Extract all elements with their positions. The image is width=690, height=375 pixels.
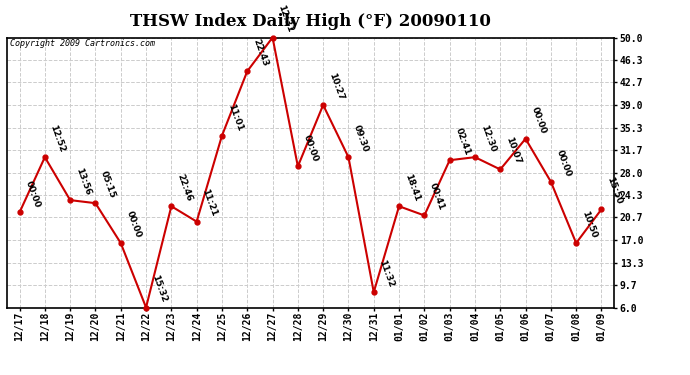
Text: 11:21: 11:21 <box>201 188 219 218</box>
Text: 10:27: 10:27 <box>327 71 345 101</box>
Text: 00:00: 00:00 <box>529 105 547 135</box>
Text: 00:00: 00:00 <box>555 148 573 178</box>
Text: Copyright 2009 Cartronics.com: Copyright 2009 Cartronics.com <box>10 39 155 48</box>
Text: 00:00: 00:00 <box>125 210 143 239</box>
Text: 22:46: 22:46 <box>175 172 193 202</box>
Text: 11:32: 11:32 <box>377 258 396 288</box>
Text: 00:00: 00:00 <box>302 133 319 163</box>
Text: 00:00: 00:00 <box>23 179 41 209</box>
Text: 15:32: 15:32 <box>150 274 168 304</box>
Text: 11:01: 11:01 <box>226 102 244 132</box>
Text: 15:50: 15:50 <box>605 176 624 206</box>
Text: 18:41: 18:41 <box>403 172 421 202</box>
Text: 12:31: 12:31 <box>276 4 295 34</box>
Text: 05:15: 05:15 <box>99 170 117 200</box>
Text: 10:50: 10:50 <box>580 210 598 239</box>
Text: 12:30: 12:30 <box>479 124 497 153</box>
Text: 02:41: 02:41 <box>453 127 472 156</box>
Text: 09:30: 09:30 <box>353 124 371 153</box>
Text: THSW Index Daily High (°F) 20090110: THSW Index Daily High (°F) 20090110 <box>130 13 491 30</box>
Text: 13:56: 13:56 <box>74 166 92 196</box>
Text: 12:52: 12:52 <box>48 123 67 153</box>
Text: 22:43: 22:43 <box>251 38 269 68</box>
Text: 00:41: 00:41 <box>428 182 446 212</box>
Text: 10:07: 10:07 <box>504 136 522 166</box>
